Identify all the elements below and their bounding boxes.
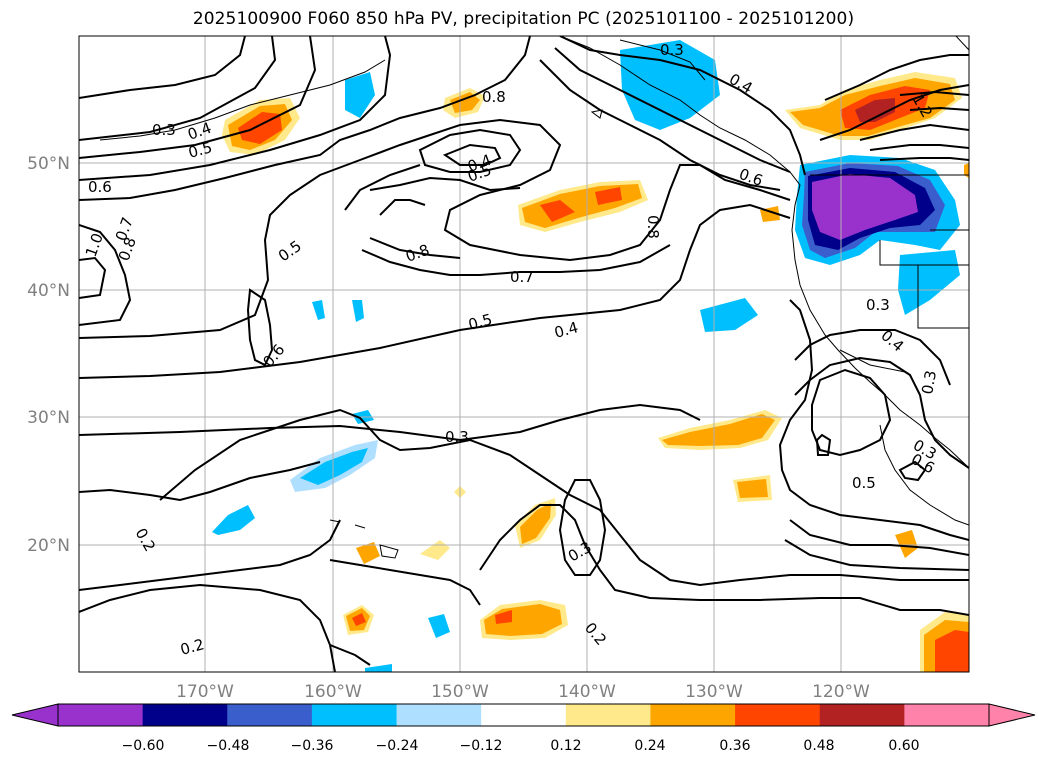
contour-label: 0.4 bbox=[552, 318, 580, 342]
pv-contours bbox=[79, 36, 969, 672]
colorbar-segment bbox=[819, 704, 905, 726]
colorbar-segment bbox=[396, 704, 482, 726]
contour-label: 0.7 bbox=[510, 268, 534, 286]
colorbar-max-extend bbox=[988, 703, 1036, 727]
lat-label: 40°N bbox=[27, 281, 70, 301]
contour-label: 0.5 bbox=[186, 138, 214, 162]
lat-label: 20°N bbox=[27, 536, 70, 556]
colorbar-tick: 0.60 bbox=[888, 738, 919, 754]
colorbar-segment bbox=[142, 704, 228, 726]
lon-label: 140°W bbox=[558, 682, 616, 702]
colorbar: −0.60 −0.48 −0.36 −0.24 −0.12 0.12 0.24 … bbox=[11, 703, 1036, 754]
colorbar-tick: −0.60 bbox=[122, 738, 165, 754]
longitude-labels: 170°W 160°W 150°W 140°W 130°W 120°W bbox=[176, 682, 870, 702]
contour-label: 0.3 bbox=[866, 296, 890, 314]
lat-label: 50°N bbox=[27, 154, 70, 174]
lon-label: 120°W bbox=[812, 682, 870, 702]
contour-label: 0.3 bbox=[918, 369, 940, 396]
latitude-labels: 50°N 40°N 30°N 20°N bbox=[27, 154, 70, 556]
contour-label: 0.3 bbox=[445, 428, 469, 446]
lon-label: 160°W bbox=[304, 682, 362, 702]
colorbar-tick: −0.48 bbox=[207, 738, 250, 754]
lon-label: 130°W bbox=[685, 682, 743, 702]
colorbar-segment bbox=[58, 704, 144, 726]
contour-label: 0.2 bbox=[178, 635, 206, 659]
colorbar-segment bbox=[650, 704, 736, 726]
contour-label: 0.8 bbox=[482, 88, 506, 106]
contour-label: 0.6 bbox=[88, 178, 112, 196]
colorbar-segment bbox=[311, 704, 398, 726]
colorbar-segment bbox=[227, 704, 313, 726]
colorbar-tick: −0.24 bbox=[376, 738, 419, 754]
colorbar-segment bbox=[735, 704, 821, 726]
colorbar-segment bbox=[565, 704, 651, 726]
colorbar-segment bbox=[481, 704, 567, 726]
contour-label: 0.8 bbox=[644, 215, 662, 239]
colorbar-tick: −0.36 bbox=[291, 738, 334, 754]
lon-label: 150°W bbox=[431, 682, 489, 702]
contour-label: 0.3 bbox=[152, 121, 176, 139]
contour-label: 0.5 bbox=[466, 310, 494, 334]
colorbar-min-extend bbox=[11, 703, 59, 727]
colorbar-tick: 0.24 bbox=[634, 738, 665, 754]
colorbar-tick: −0.12 bbox=[460, 738, 503, 754]
colorbar-segment bbox=[904, 704, 990, 726]
gridlines bbox=[79, 36, 969, 672]
colorbar-tick-labels: −0.60 −0.48 −0.36 −0.24 −0.12 0.12 0.24 … bbox=[122, 738, 920, 754]
colorbar-tick: 0.12 bbox=[550, 738, 581, 754]
contour-label: 0.5 bbox=[852, 474, 876, 492]
lat-label: 30°N bbox=[27, 408, 70, 428]
coastlines bbox=[99, 36, 969, 559]
colorbar-tick: 0.48 bbox=[803, 738, 834, 754]
map-border bbox=[78, 35, 970, 673]
colorbar-tick: 0.36 bbox=[719, 738, 750, 754]
map-title: 2025100900 F060 850 hPa PV, precipitatio… bbox=[192, 9, 855, 29]
colorbar-frame bbox=[57, 703, 990, 727]
lon-label: 170°W bbox=[176, 682, 234, 702]
contour-label: 0.3 bbox=[660, 41, 684, 59]
colorbar-segments bbox=[58, 704, 990, 726]
